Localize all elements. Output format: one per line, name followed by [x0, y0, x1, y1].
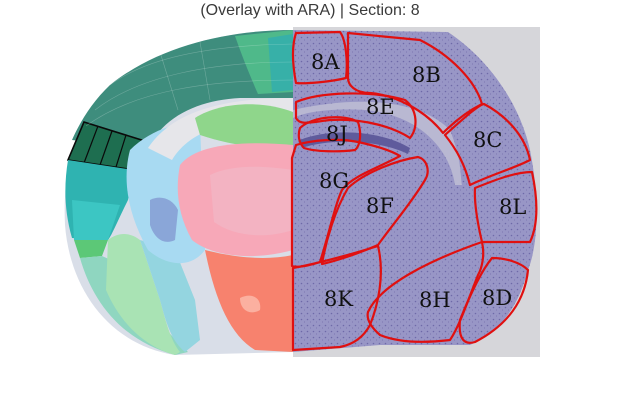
atlas-pallidum [150, 197, 178, 242]
atlas-overlay [64, 30, 293, 355]
region-label-8D: 8D [482, 286, 512, 310]
atlas-claustrum-strip [74, 240, 108, 258]
atlas-olfactory-area [106, 234, 180, 355]
outline-8L [473, 170, 538, 244]
region-label-8G: 8G [319, 169, 349, 193]
outline-8K [291, 244, 382, 352]
atlas-striatum [126, 123, 205, 264]
region-label-8H: 8H [419, 288, 451, 312]
outline-8D [458, 256, 530, 344]
atlas-cortical-subplate [140, 240, 200, 352]
atlas-isocortex-dorsal [72, 30, 293, 148]
region-label-8E: 8E [366, 95, 395, 119]
region-labels: 8A 8B 8E 8J 8C 8G 8F 8L 8K 8H 8D [311, 50, 526, 312]
region-label-8B: 8B [412, 63, 441, 87]
region-label-8C: 8C [473, 128, 502, 152]
atlas-cingulate [268, 34, 293, 92]
atlas-hippocampus [195, 104, 293, 147]
tissue-hippocampal-band [300, 132, 410, 154]
region-label-8K: 8K [324, 287, 353, 311]
highlight-subdivisions [83, 125, 127, 168]
outline-8A [291, 30, 348, 85]
outline-8E [294, 92, 417, 140]
region-label-8L: 8L [499, 195, 526, 219]
tissue-white-matter [293, 101, 462, 185]
atlas-grid-lines [85, 41, 293, 127]
region-label-8J: 8J [326, 122, 348, 146]
region-label-8F: 8F [366, 194, 394, 218]
outline-8C [443, 102, 532, 187]
atlas-hypothalamus-nucleus [240, 295, 261, 313]
region-outlines [290, 30, 538, 352]
tissue-stain [293, 30, 537, 352]
figure-title: (Overlay with ARA) | Section: 8 [200, 2, 420, 19]
atlas-thalamus-inner [210, 166, 293, 236]
region-label-8A: 8A [311, 50, 340, 74]
outline-8F [320, 155, 429, 266]
outline-8B [346, 31, 484, 135]
tissue-section [293, 27, 540, 357]
atlas-lateral-band [72, 200, 120, 240]
